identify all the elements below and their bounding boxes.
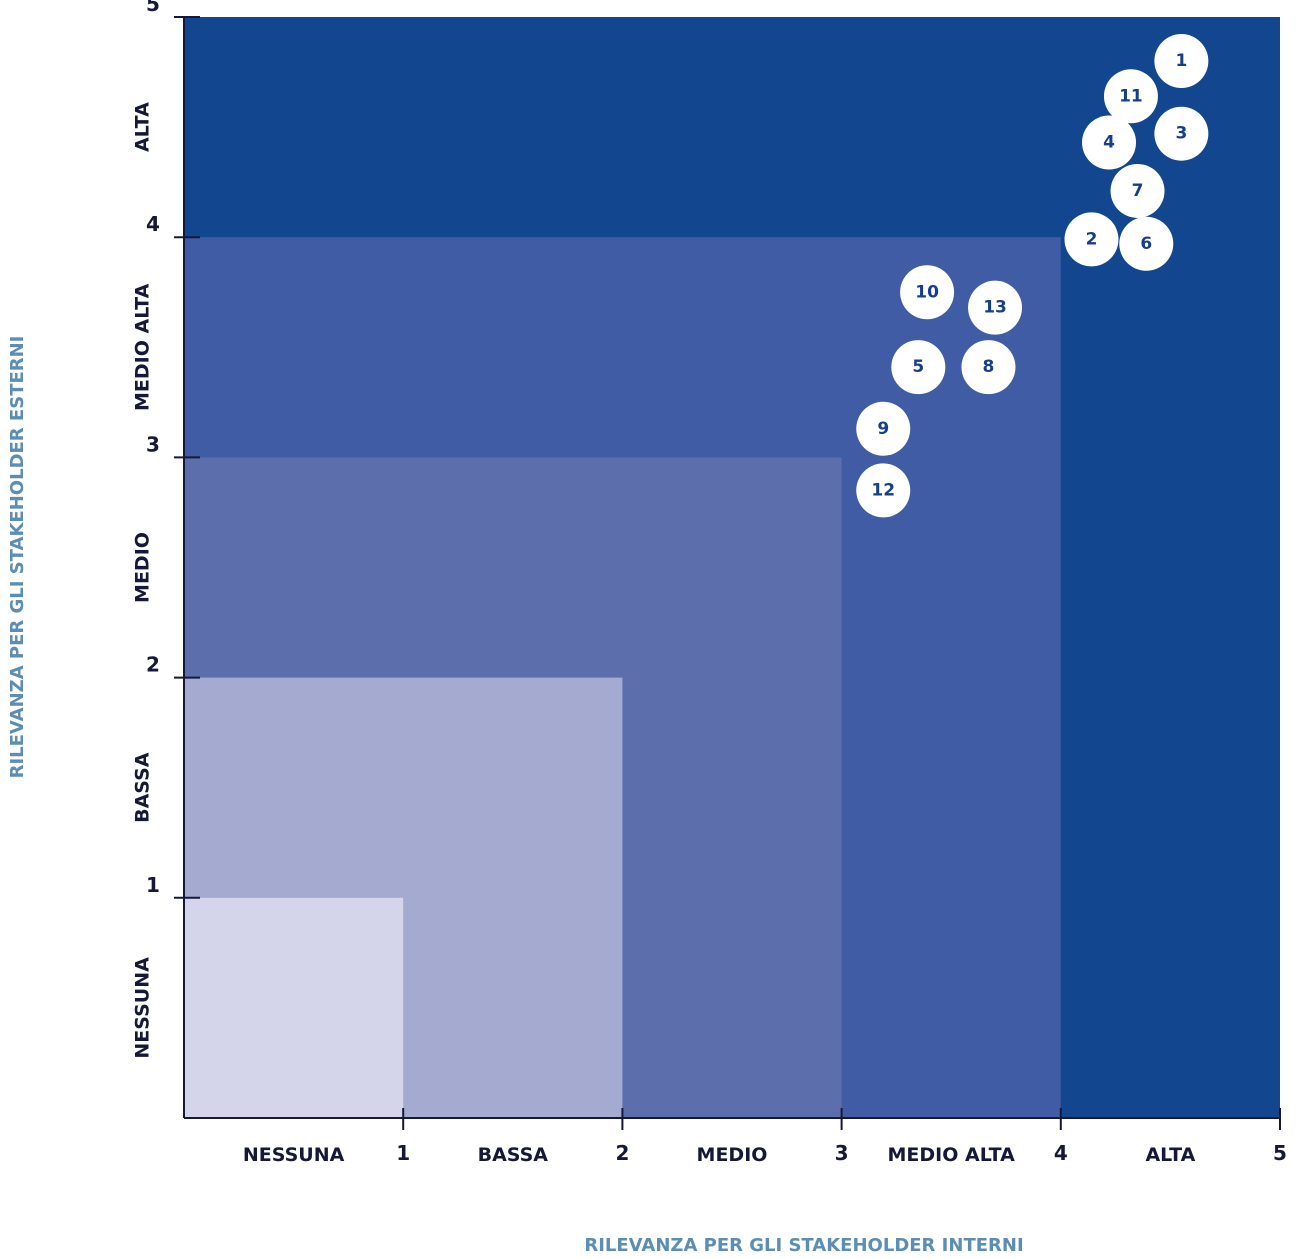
data-point-marker <box>1154 106 1209 161</box>
y-tick-label: 2 <box>146 653 160 677</box>
y-tick-label: 4 <box>146 212 160 236</box>
data-point-label: 6 <box>1140 234 1152 254</box>
x-tick-label: 5 <box>1273 1141 1287 1165</box>
y-band-label: NESSUNA <box>132 957 154 1059</box>
data-point-label: 11 <box>1119 86 1143 106</box>
x-band-label: MEDIO <box>697 1144 768 1166</box>
y-band-label: ALTA <box>132 102 154 152</box>
data-point: 2 <box>1064 212 1119 267</box>
data-point: 1 <box>1154 34 1209 89</box>
data-point: 13 <box>968 280 1023 335</box>
y-tick-label: 5 <box>146 0 160 16</box>
x-tick-label: 2 <box>615 1141 629 1165</box>
data-point-marker <box>1064 212 1119 267</box>
x-band-label: BASSA <box>478 1144 549 1166</box>
data-point-label: 8 <box>983 357 995 377</box>
data-point-marker <box>856 463 911 518</box>
data-point: 8 <box>961 340 1016 395</box>
y-band-label: MEDIO <box>132 532 154 603</box>
data-point-marker <box>900 265 955 320</box>
data-point-label: 4 <box>1103 133 1115 153</box>
data-point-label: 2 <box>1086 229 1098 249</box>
data-point-marker <box>856 401 911 456</box>
data-point: 3 <box>1154 106 1209 161</box>
data-point: 12 <box>856 463 911 518</box>
data-point-marker <box>1082 115 1137 170</box>
data-point: 6 <box>1119 216 1174 271</box>
data-point-label: 1 <box>1175 51 1187 71</box>
x-band-label: NESSUNA <box>243 1144 345 1166</box>
data-point: 4 <box>1082 115 1137 170</box>
data-point-marker <box>1110 163 1165 218</box>
zone-1 <box>184 897 404 1118</box>
data-point-label: 12 <box>871 480 895 500</box>
data-point-marker <box>968 280 1023 335</box>
x-axis-title: RILEVANZA PER GLI STAKEHOLDER INTERNI <box>584 1235 1023 1256</box>
x-tick-label: 4 <box>1054 1141 1068 1165</box>
data-point: 9 <box>856 401 911 456</box>
axes-layer <box>174 16 1281 1130</box>
x-tick-label: 1 <box>396 1141 410 1165</box>
data-point: 7 <box>1110 163 1165 218</box>
data-point-label: 13 <box>983 298 1007 318</box>
data-point-marker <box>1103 69 1158 124</box>
data-point-label: 7 <box>1132 181 1144 201</box>
data-point-marker <box>891 340 946 395</box>
data-point-label: 10 <box>915 282 939 302</box>
x-tick-label: 3 <box>835 1141 849 1165</box>
data-point: 11 <box>1103 69 1158 124</box>
data-point-marker <box>961 340 1016 395</box>
data-point: 5 <box>891 340 946 395</box>
data-point-label: 9 <box>877 419 889 439</box>
x-band-label: MEDIO ALTA <box>888 1144 1016 1166</box>
y-axis-title: RILEVANZA PER GLI STAKEHOLDER ESTERNI <box>7 336 28 779</box>
data-point-marker <box>1119 216 1174 271</box>
y-tick-label: 1 <box>146 873 160 897</box>
data-point-label: 5 <box>912 357 924 377</box>
data-point: 10 <box>900 265 955 320</box>
y-band-label: MEDIO ALTA <box>132 283 154 411</box>
y-tick-label: 3 <box>146 432 160 456</box>
data-point-marker <box>1154 34 1209 89</box>
data-point-label: 3 <box>1175 124 1187 144</box>
y-band-label: BASSA <box>132 752 154 823</box>
x-band-label: ALTA <box>1145 1144 1195 1166</box>
